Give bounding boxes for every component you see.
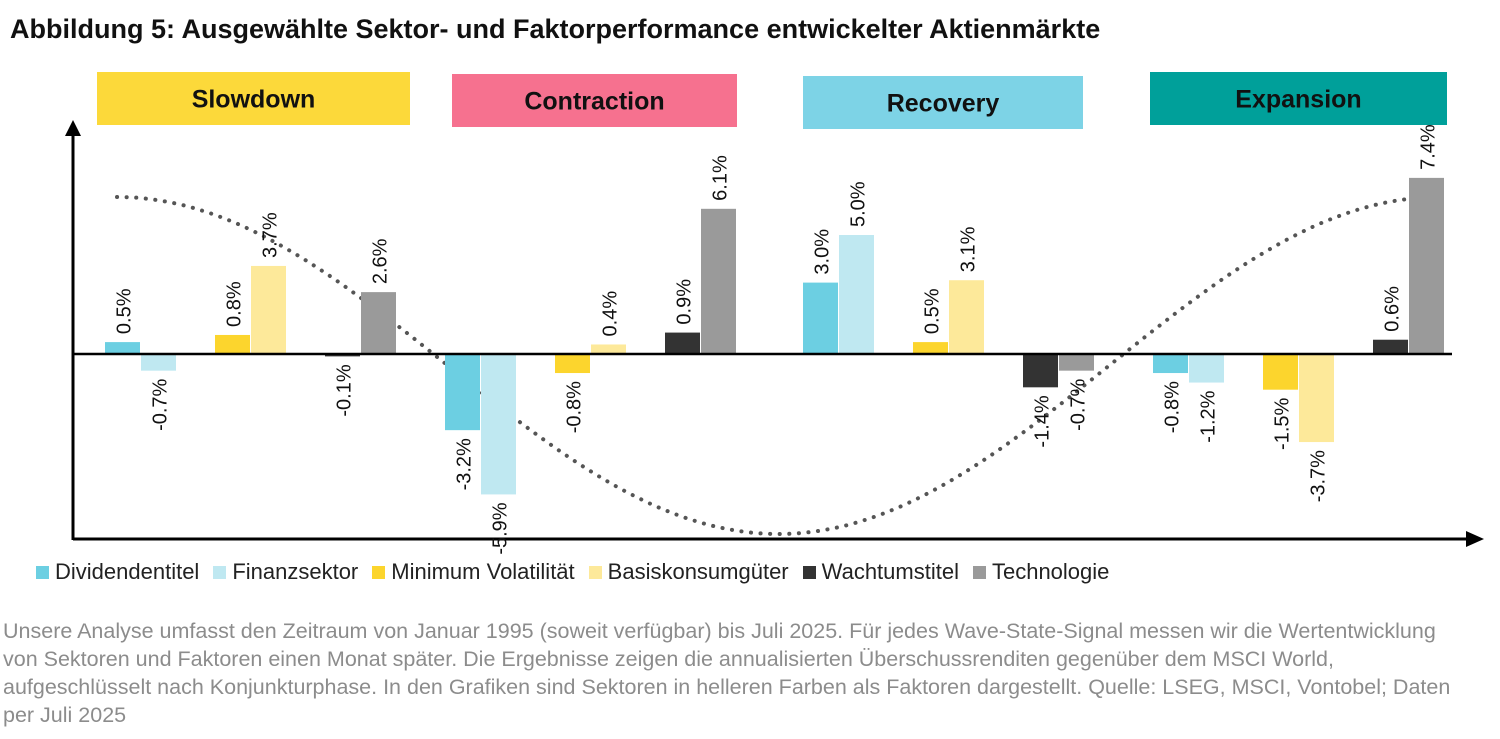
data-label-slowdown-finanzsektor: -0.7% bbox=[150, 378, 172, 430]
legend-item-minimum-volatilitat: Minimum Volatilität bbox=[372, 559, 575, 585]
data-label-contraction-finanzsektor: -5.9% bbox=[490, 502, 512, 554]
legend-label-wachtumstitel: Wachtumstitel bbox=[821, 559, 959, 584]
data-label-recovery-basiskonsumguter: 3.1% bbox=[958, 226, 980, 272]
legend-label-minimum-volatilitat: Minimum Volatilität bbox=[391, 559, 575, 584]
bar-slowdown-minimum-volatilitat bbox=[215, 334, 250, 354]
chart-title: Abbildung 5: Ausgewählte Sektor- und Fak… bbox=[10, 14, 1101, 44]
bar-contraction-minimum-volatilitat bbox=[555, 354, 590, 374]
data-label-expansion-minimum-volatilitat: -1.5% bbox=[1272, 397, 1294, 449]
legend-label-technologie: Technologie bbox=[991, 559, 1110, 584]
phase-header-contraction: Contraction bbox=[452, 74, 737, 127]
legend-swatch-finanzsektor bbox=[213, 565, 227, 579]
data-label-slowdown-technologie: 2.6% bbox=[370, 238, 392, 284]
phase-label-contraction: Contraction bbox=[524, 88, 664, 116]
legend-label-dividendentitel: Dividendentitel bbox=[55, 559, 200, 584]
legend-swatch-basiskonsumguter bbox=[588, 565, 602, 579]
phase-header-slowdown: Slowdown bbox=[97, 72, 410, 125]
bar-contraction-finanzsektor bbox=[481, 354, 516, 495]
data-label-contraction-wachtumstitel: 0.9% bbox=[674, 279, 696, 325]
phase-label-recovery: Recovery bbox=[887, 90, 1000, 118]
data-label-recovery-dividendentitel: 3.0% bbox=[812, 229, 834, 275]
data-label-slowdown-wachtumstitel: -0.1% bbox=[334, 364, 356, 416]
legend: Dividendentitel Finanzsektor Minimum Volat… bbox=[36, 559, 1123, 585]
phase-box-expansion bbox=[1150, 72, 1447, 125]
legend-item-finanzsektor: Finanzsektor bbox=[213, 559, 358, 585]
data-label-expansion-dividendentitel: -0.8% bbox=[1162, 381, 1184, 433]
bar-slowdown-technologie bbox=[361, 292, 396, 354]
y-axis-arrow bbox=[65, 120, 81, 136]
cycle-curve bbox=[115, 195, 1442, 537]
phase-header-expansion: Expansion bbox=[1150, 72, 1447, 125]
chart-plot: Slowdown Contraction Recovery Expansion 0.5… bbox=[65, 72, 1484, 555]
bar-slowdown-basiskonsumguter bbox=[251, 265, 286, 354]
phase-label-expansion: Expansion bbox=[1235, 86, 1361, 114]
data-label-slowdown-basiskonsumguter: 3.7% bbox=[260, 212, 282, 258]
legend-label-finanzsektor: Finanzsektor bbox=[232, 559, 359, 584]
cycle-curve-layer bbox=[115, 195, 1442, 537]
data-label-expansion-basiskonsumguter: -3.7% bbox=[1308, 450, 1330, 502]
bar-slowdown-dividendentitel bbox=[105, 342, 140, 354]
phase-box-recovery bbox=[803, 76, 1083, 129]
phase-box-contraction bbox=[452, 74, 737, 127]
legend-label-basiskonsumguter: Basiskonsumgüter bbox=[607, 559, 789, 584]
bar-contraction-basiskonsumguter bbox=[591, 344, 626, 354]
legend-item-technologie: Technologie bbox=[972, 559, 1110, 585]
bar-expansion-finanzsektor bbox=[1189, 354, 1224, 383]
data-label-recovery-wachtumstitel: -1.4% bbox=[1032, 395, 1054, 447]
data-label-recovery-finanzsektor: 5.0% bbox=[848, 181, 870, 227]
bar-expansion-minimum-volatilitat bbox=[1263, 354, 1298, 390]
data-label-recovery-minimum-volatilitat: 0.5% bbox=[922, 288, 944, 334]
legend-swatch-technologie bbox=[972, 565, 986, 579]
legend-swatch-minimum-volatilitat bbox=[372, 565, 386, 579]
data-label-contraction-technologie: 6.1% bbox=[710, 155, 732, 201]
phase-headers: Slowdown Contraction Recovery Expansion bbox=[97, 72, 1447, 129]
bar-recovery-wachtumstitel bbox=[1023, 354, 1058, 388]
legend-swatch-dividendentitel bbox=[36, 565, 49, 579]
footnote: Unsere Analyse umfasst den Zeitraum von … bbox=[3, 619, 1451, 727]
data-label-slowdown-minimum-volatilitat: 0.8% bbox=[224, 281, 246, 327]
bars-layer bbox=[105, 177, 1444, 495]
data-label-expansion-finanzsektor: -1.2% bbox=[1198, 390, 1220, 442]
data-label-expansion-wachtumstitel: 0.6% bbox=[1382, 286, 1404, 332]
bar-contraction-wachtumstitel bbox=[665, 332, 700, 354]
bar-slowdown-finanzsektor bbox=[141, 354, 176, 371]
bar-recovery-minimum-volatilitat bbox=[913, 342, 948, 354]
data-label-contraction-basiskonsumguter: 0.4% bbox=[600, 291, 622, 337]
bar-expansion-basiskonsumguter bbox=[1299, 354, 1334, 443]
bar-contraction-technologie bbox=[701, 208, 736, 354]
bar-contraction-dividendentitel bbox=[445, 354, 480, 431]
data-label-expansion-technologie: 7.4% bbox=[1418, 124, 1440, 170]
data-label-recovery-technologie: -0.7% bbox=[1068, 378, 1090, 430]
data-labels-layer: 0.5% -0.7% 0.8% 3.7% -0.1% 2.6% -3.2% -5.9% -0.8… bbox=[114, 124, 1440, 555]
legend-item-basiskonsumguter: Basiskonsumgüter bbox=[588, 559, 789, 585]
bar-recovery-basiskonsumguter bbox=[949, 280, 984, 354]
data-label-slowdown-dividendentitel: 0.5% bbox=[114, 288, 136, 334]
bar-recovery-dividendentitel bbox=[803, 282, 838, 354]
bar-recovery-finanzsektor bbox=[839, 235, 874, 354]
phase-box-slowdown bbox=[97, 72, 410, 125]
data-label-contraction-minimum-volatilitat: -0.8% bbox=[564, 381, 586, 433]
axes-layer bbox=[65, 120, 1484, 547]
data-label-contraction-dividendentitel: -3.2% bbox=[454, 438, 476, 490]
bar-expansion-technologie bbox=[1409, 177, 1444, 354]
phase-label-slowdown: Slowdown bbox=[192, 86, 316, 114]
x-axis-arrow bbox=[1466, 531, 1484, 547]
legend-item-wachtumstitel: Wachtumstitel bbox=[802, 559, 959, 585]
legend-swatch-wachtumstitel bbox=[802, 565, 816, 579]
phase-header-recovery: Recovery bbox=[803, 76, 1083, 129]
legend-item-dividendentitel: Dividendentitel bbox=[36, 559, 199, 585]
bar-recovery-technologie bbox=[1059, 354, 1094, 371]
bar-expansion-dividendentitel bbox=[1153, 354, 1188, 374]
bar-expansion-wachtumstitel bbox=[1373, 339, 1408, 354]
